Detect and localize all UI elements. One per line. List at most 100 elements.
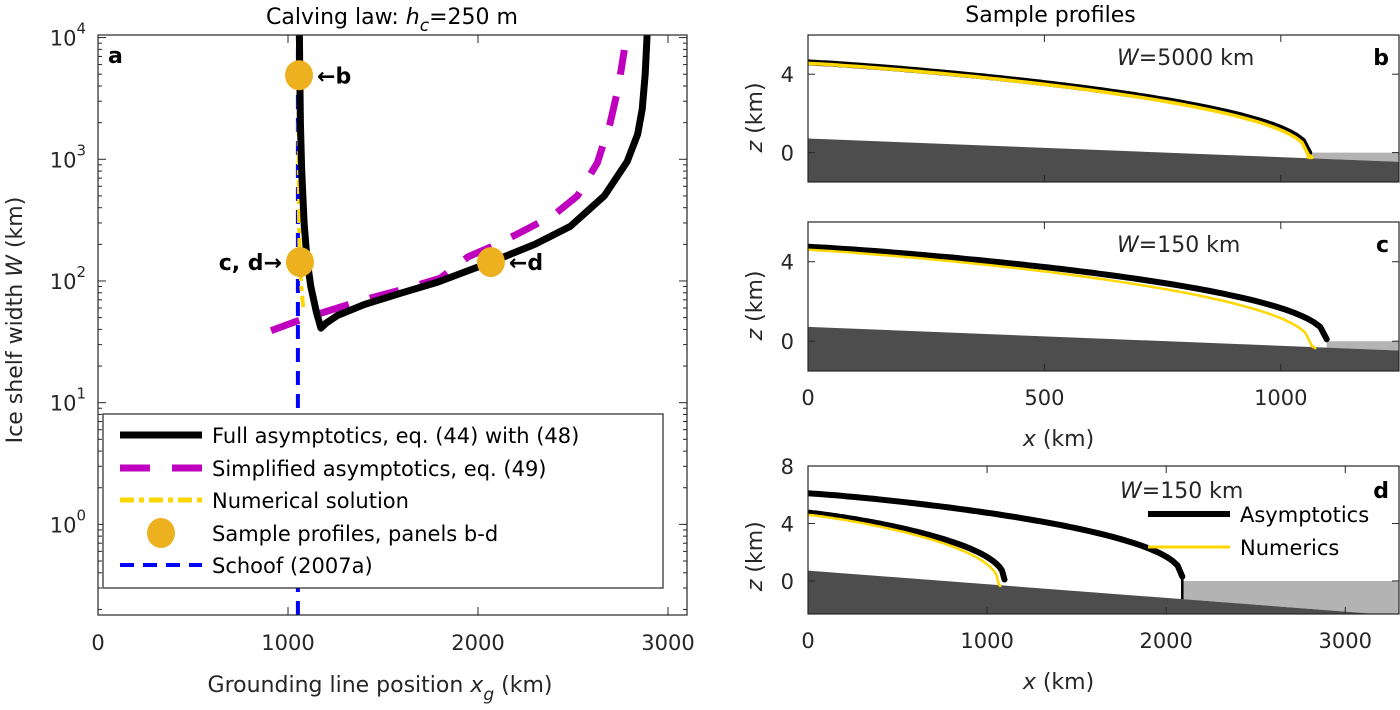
ylabel-text: (km): [743, 271, 768, 329]
annotation-var: W: [1117, 233, 1140, 258]
profile-asymptotics: [808, 243, 1330, 343]
title-text: Calving law:: [266, 5, 406, 30]
xlabel-text: Grounding line position: [208, 673, 471, 698]
axes-box: [807, 34, 1400, 183]
ylabel-var: z: [743, 140, 768, 153]
legend-profiles: Asymptotics Numerics: [1148, 503, 1369, 560]
ylabel-text: (km): [743, 521, 768, 579]
annotation-var: W: [1117, 46, 1140, 71]
sample-profile-marker: [285, 247, 314, 278]
tick-base: 10: [50, 270, 77, 294]
panel-b: 0 4 W=5000 km b z (km) Sample profiles: [743, 3, 1400, 183]
ylabel-var: z: [743, 579, 768, 592]
marker-label: c, d→: [219, 251, 282, 276]
y-tick-label: 0: [781, 330, 794, 354]
xlabel-text: (km): [1036, 427, 1094, 452]
y-axis-label: z (km): [743, 271, 768, 342]
x-tick-label: 2000: [451, 631, 504, 655]
y-tick-label: 4: [781, 63, 794, 87]
panel-label: b: [1373, 46, 1389, 71]
annotation-var: W: [1120, 479, 1143, 504]
legend-label: Full asymptotics, eq. (44) with (48): [212, 424, 579, 448]
sample-profile-marker: [476, 247, 505, 278]
legend-marker: [147, 518, 175, 548]
title-var: h: [406, 5, 420, 30]
x-tick-label: 0: [801, 386, 814, 410]
x-axis-label: x (km): [1022, 670, 1094, 695]
annotation-text: =150 km: [1139, 233, 1241, 258]
annotation-text: =150 km: [1142, 479, 1244, 504]
tick-base: 10: [50, 27, 77, 51]
marker-label: ←d: [509, 251, 543, 276]
panel-label: a: [108, 44, 123, 69]
y-tick-label: 0: [781, 142, 794, 166]
legend-label: Sample profiles, panels b-d: [212, 522, 498, 546]
y-tick-label: 101: [50, 385, 86, 416]
xlabel-sub: g: [483, 685, 494, 705]
xlabel-var: x: [1022, 427, 1037, 452]
plot-content: [808, 466, 1399, 614]
ocean-area: [1309, 152, 1399, 162]
ylabel-text: (km): [743, 82, 768, 140]
tick-exponent: 2: [76, 263, 86, 281]
ocean-area: [1326, 341, 1399, 351]
panel-label: c: [1376, 233, 1389, 258]
series-full-asymptotics: [295, 35, 651, 332]
tick-exponent: 1: [76, 385, 86, 403]
axes-box: [807, 221, 1400, 372]
tick-base: 10: [50, 513, 77, 537]
title-sub: c: [420, 16, 430, 36]
series-simplified-asymptotics: [269, 49, 628, 334]
y-axis-label: z (km): [743, 521, 768, 592]
tick-exponent: 3: [76, 141, 86, 159]
sample-profile-marker: [285, 60, 314, 91]
profile-numerics: [808, 248, 1317, 350]
xlabel-text: (km): [1036, 670, 1094, 695]
xlabel-text: (km): [494, 673, 552, 698]
y-tick-label: 8: [781, 455, 794, 479]
y-tick-label: 0: [781, 570, 794, 594]
plot-content: [808, 222, 1399, 371]
profile-numerics: [808, 513, 1002, 588]
ylabel-text: (km): [3, 197, 28, 255]
y-tick-label: 103: [50, 141, 86, 172]
bedrock-area: [808, 138, 1399, 182]
y-tick-label: 4: [781, 512, 794, 536]
legend-label: Asymptotics: [1240, 503, 1369, 527]
x-axis-label: x (km): [1022, 427, 1094, 452]
x-tick-label: 1000: [1254, 386, 1307, 410]
x-tick-label: 0: [91, 631, 104, 655]
tick-base: 10: [50, 148, 77, 172]
tick-exponent: 4: [76, 20, 86, 38]
y-axis-label-a: Ice shelf width W (km): [3, 197, 28, 444]
x-tick-label: 1000: [261, 631, 314, 655]
x-tick-label: 1000: [960, 629, 1013, 653]
tick-base: 10: [50, 392, 77, 416]
x-tick-label: 500: [1024, 386, 1064, 410]
y-tick-label: 104: [50, 20, 86, 51]
x-tick-label: 2000: [1139, 629, 1192, 653]
plot-content: [808, 35, 1399, 182]
width-annotation: W=150 km: [1120, 479, 1243, 504]
y-tick-label: 102: [50, 263, 86, 294]
bedrock-area: [808, 570, 1377, 614]
ylabel-text: Ice shelf width: [3, 277, 28, 444]
y-axis-label: z (km): [743, 82, 768, 153]
profile-asymptotics: [808, 509, 1008, 583]
axes-box-a: [97, 34, 688, 616]
xlabel-var: x: [469, 673, 484, 698]
x-tick-label: 0: [801, 629, 814, 653]
y-tick-label: 100: [50, 506, 86, 537]
ylabel-var: z: [743, 328, 768, 341]
xlabel-var: x: [1022, 670, 1037, 695]
width-annotation: W=5000 km: [1117, 46, 1254, 71]
title-text: =250 m: [429, 5, 518, 30]
marker-label: ←b: [317, 64, 351, 89]
x-tick-label: 3000: [1319, 629, 1372, 653]
chart-title-profiles: Sample profiles: [965, 3, 1135, 28]
width-annotation: W=150 km: [1117, 233, 1240, 258]
legend-label: Numerical solution: [212, 489, 409, 513]
